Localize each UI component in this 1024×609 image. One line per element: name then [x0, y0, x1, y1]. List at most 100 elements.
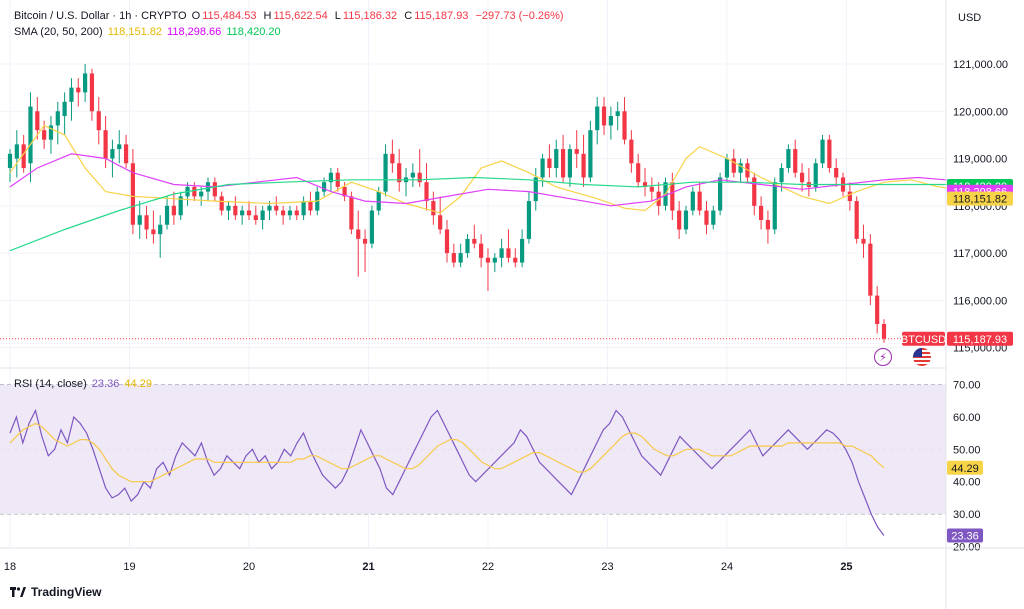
rsi-tag-text: 23.36 [951, 531, 979, 543]
candle-body [431, 201, 436, 216]
candle-body [499, 248, 504, 258]
candle-body [670, 182, 675, 211]
candle-body [48, 125, 54, 140]
candle-body [718, 177, 723, 211]
value-tags: 118,420.20118,298.66118,151.82115,187.93… [901, 178, 1013, 543]
rsi-value: 23.36 [91, 378, 120, 390]
candle-body [752, 177, 757, 206]
candle-body [588, 130, 593, 178]
candle-body [376, 191, 381, 211]
candle-body [287, 210, 293, 216]
candle-body [738, 163, 743, 173]
candle-body [834, 168, 839, 178]
candles-layer [7, 64, 887, 343]
candle-body [615, 111, 620, 116]
candle-body [369, 210, 374, 244]
price-tick-label: 117,000.00 [953, 248, 1007, 260]
sma-label: SMA (20, 50, 200) [14, 26, 103, 38]
rsi-ma-line [9, 422, 885, 483]
candle-body [758, 205, 764, 220]
candle-body [779, 168, 784, 183]
candle-body [274, 205, 279, 211]
sma20-tag-text: 118,151.82 [953, 194, 1007, 206]
time-tick-label: 20 [243, 561, 255, 573]
candle-body [827, 139, 832, 168]
candle-body [417, 172, 422, 183]
candle-body [89, 73, 95, 112]
candle-body [158, 224, 163, 235]
rsi-tick-label: 50.00 [953, 444, 981, 456]
symbol-legend[interactable]: Bitcoin / U.S. Dollar · 1h · CRYPTO O 115… [14, 10, 566, 22]
sma20-line [9, 124, 987, 214]
candle-body [383, 153, 388, 192]
candle-body [793, 149, 798, 173]
candle-body [622, 111, 627, 140]
candle-body [724, 158, 730, 178]
currency-label[interactable]: USD [958, 12, 982, 24]
candle-body [96, 111, 101, 131]
candle-body [438, 215, 443, 230]
candle-body [35, 111, 40, 131]
candle-body [151, 229, 156, 235]
candle-body [260, 210, 265, 220]
rsi-legend[interactable]: RSI (14, close) 23.36 44.29 [14, 378, 154, 390]
time-tick-label: 23 [601, 561, 613, 573]
tradingview-logo[interactable]: TradingView [10, 585, 101, 599]
candle-body [240, 210, 245, 216]
candle-body [342, 186, 347, 197]
candle-body [301, 201, 306, 216]
time-tick-label: 22 [482, 561, 494, 573]
candle-body [731, 158, 736, 173]
candle-body [642, 182, 648, 187]
candle-body [854, 201, 859, 239]
sma200-value: 118,420.20 [226, 26, 281, 38]
symbol-tag-text: BTCUSD [901, 334, 946, 346]
candle-body [123, 144, 129, 164]
price-tick-label: 116,000.00 [953, 295, 1007, 307]
candle-body [28, 106, 33, 164]
rsi-tick-label: 70.00 [953, 380, 981, 392]
candle-body [581, 153, 586, 178]
candle-body [799, 172, 805, 183]
candle-body [868, 243, 873, 296]
price-tick-label: 121,000.00 [953, 59, 1008, 71]
lightning-icon[interactable]: ⚡ [874, 348, 892, 366]
ohlc-high: H 115,622.54 [263, 10, 328, 22]
candle-body [76, 87, 81, 93]
candle-body [397, 163, 402, 183]
candle-body [424, 182, 429, 202]
candle-body [83, 73, 88, 93]
us-flag-icon[interactable] [913, 348, 931, 366]
candle-body [677, 210, 682, 230]
candle-body [444, 229, 450, 254]
candle-body [479, 243, 484, 258]
candle-body [7, 153, 13, 168]
rsi-band [0, 384, 946, 515]
sma200-line [9, 176, 987, 252]
candle-body [253, 215, 258, 220]
candle-body [390, 153, 395, 164]
candle-body [164, 205, 170, 225]
rsi-tick-label: 20.00 [953, 541, 981, 553]
candle-body [813, 163, 818, 187]
candle-body [246, 210, 252, 216]
sma20-tag [947, 191, 1013, 206]
candle-body [21, 144, 26, 168]
rsi-ma-tag [947, 460, 983, 475]
candle-body [574, 149, 579, 154]
candle-body [62, 101, 67, 116]
candle-body [349, 196, 354, 230]
candle-body [362, 238, 368, 244]
candle-body [356, 229, 361, 239]
rsi-tag [947, 528, 983, 543]
price-change: −297.73 (−0.26%) [475, 10, 564, 22]
candle-body [506, 248, 511, 258]
time-axis: 18 19 20 21 22 23 24 25 [4, 561, 853, 573]
brand-name: TradingView [31, 585, 102, 599]
time-tick-label: 25 [840, 561, 852, 573]
candle-body [294, 210, 299, 216]
candle-body [458, 253, 463, 263]
candle-body [485, 257, 491, 263]
sma-legend[interactable]: SMA (20, 50, 200) 118,151.82 118,298.66 … [14, 26, 283, 38]
time-tick-label: 19 [123, 561, 135, 573]
